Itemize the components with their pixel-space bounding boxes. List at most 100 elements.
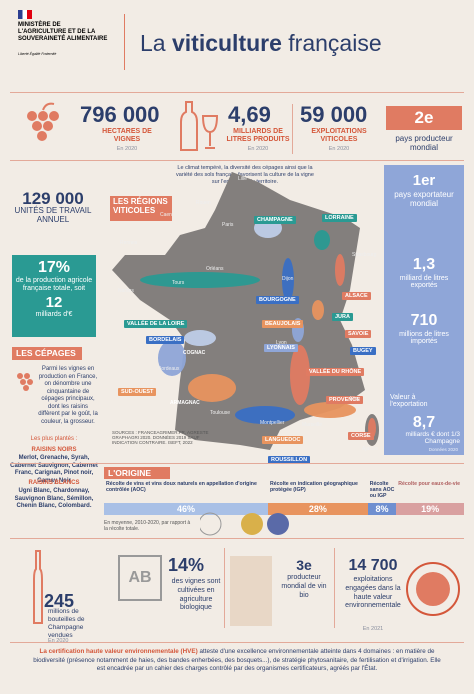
shape xyxy=(188,374,236,402)
shape xyxy=(304,402,356,418)
title-post: française xyxy=(288,30,382,56)
city-label: Nantes xyxy=(118,288,134,294)
stat-note: En 2020 xyxy=(247,146,269,152)
bottom-label: exploitations engagées dans la haute val… xyxy=(345,576,401,610)
divider xyxy=(10,92,464,93)
region-label: JURA xyxy=(332,313,353,321)
shape xyxy=(23,385,29,391)
region-label: SAVOIE xyxy=(345,330,372,338)
map-title: LES RÉGIONS VITICOLES xyxy=(110,196,172,221)
divider xyxy=(124,14,125,70)
rank-box: 2e xyxy=(386,106,462,130)
stat-note: En 2020 xyxy=(328,146,350,152)
city-label: Caen xyxy=(160,212,172,218)
origin-label: Récolte de vins et vins doux naturels en… xyxy=(106,481,257,493)
share-label: de la production agricole française tota… xyxy=(15,277,93,293)
city-label: Toulouse xyxy=(210,410,231,416)
grapes-text: Parmi les vignes en production en France… xyxy=(38,366,98,425)
city-label: Dijon xyxy=(282,276,294,282)
bottom-label: des vignes sont cultivées en agriculture… xyxy=(171,578,221,612)
shape xyxy=(184,330,216,346)
city-label: Montpellier xyxy=(260,420,285,426)
shape xyxy=(27,111,59,141)
shape xyxy=(241,513,263,535)
divider xyxy=(10,160,464,161)
shape xyxy=(27,379,33,385)
region-label: VALLÉE DU RHÔNE xyxy=(306,368,365,376)
city-label: Lille xyxy=(238,176,247,182)
export-box xyxy=(384,165,464,455)
stat-label: HECTARES DE VIGNES xyxy=(102,128,152,143)
share-amount: 12 xyxy=(45,293,63,311)
white-title: RAISINS BLANCS xyxy=(28,480,80,486)
bottom-value: 14% xyxy=(168,555,205,575)
city-label: Rouen xyxy=(196,200,211,206)
shape xyxy=(158,340,186,376)
city-label: Tours xyxy=(172,280,185,286)
title-bold: viticulture xyxy=(171,30,282,56)
section-title: L'ORIGINE xyxy=(104,467,170,479)
city-label: Rennes xyxy=(120,240,138,246)
origin-value: 19% xyxy=(421,504,440,514)
shape xyxy=(20,379,26,385)
city-label: Ajaccio xyxy=(362,446,379,452)
region-label: ROUSSILLON xyxy=(268,456,311,464)
bottom-label: millions de bouteilles de Champagne vend… xyxy=(48,608,85,640)
shape xyxy=(290,345,310,405)
region-label: LYONNAIS xyxy=(264,344,298,352)
rank-label: pays producteur mondial xyxy=(395,134,453,152)
shape xyxy=(38,111,48,121)
most-planted: Les plus plantés : xyxy=(30,436,78,442)
shape xyxy=(32,121,42,131)
cork-icon xyxy=(230,556,272,626)
divider xyxy=(334,548,335,628)
region-label: CORSE xyxy=(348,432,374,440)
region-label: LANGUEDOC xyxy=(262,436,304,444)
region-label: VALLÉE DE LA LOIRE xyxy=(124,320,188,328)
region-label: BORDELAIS xyxy=(146,336,185,344)
rank: 2e xyxy=(414,108,434,127)
black-list: Merlot, Grenache, Syrah, Cabernet Sauvig… xyxy=(10,455,98,484)
shape xyxy=(24,373,30,379)
share-box: 17% de la production agricole française … xyxy=(12,255,96,337)
shape xyxy=(416,572,450,606)
champagne-icon xyxy=(33,550,43,624)
origin-value: 46% xyxy=(176,504,195,514)
shape xyxy=(200,512,222,536)
city-label: Lyon xyxy=(276,340,287,346)
shape xyxy=(49,111,59,121)
shape xyxy=(42,102,55,111)
shape xyxy=(312,300,324,320)
value-amount: 8,7 xyxy=(412,414,436,431)
region-label: SUD-OUEST xyxy=(118,388,157,396)
shape xyxy=(27,111,37,121)
shape xyxy=(235,406,295,424)
region-label: LORRAINE xyxy=(322,214,357,222)
stat-value: 796 000 xyxy=(80,102,160,127)
labels-icons xyxy=(200,512,289,536)
imported-value: 710 xyxy=(410,312,438,329)
shape xyxy=(33,550,43,624)
region-label: BEAUJOLAIS xyxy=(262,320,304,328)
origin-label: Récolte pour eaux-de-vie xyxy=(398,481,460,487)
stat-label: MILLIARDS DE LITRES PRODUITS xyxy=(226,128,290,143)
city-label: Paris xyxy=(222,222,234,228)
shape xyxy=(335,254,345,286)
footer: La certification haute valeur environnem… xyxy=(30,648,444,674)
motto: Liberté Égalité Fraternité xyxy=(18,52,57,56)
title-pre: La xyxy=(140,30,166,56)
bottom-value: 245 xyxy=(43,591,75,611)
city-label: Orléans xyxy=(206,266,224,272)
shape xyxy=(201,115,219,149)
grape-icon xyxy=(17,373,33,391)
section-title: LES CÉPAGES xyxy=(12,347,82,360)
shape xyxy=(180,101,198,151)
bottom-value: 14 700 xyxy=(348,557,398,574)
export-rank: 1er xyxy=(412,172,436,189)
exported-value: 1,3 xyxy=(412,256,436,273)
shape xyxy=(267,513,289,535)
region-label: ALSACE xyxy=(342,292,371,300)
black-title: RAISINS NOIRS xyxy=(31,447,77,453)
shape xyxy=(17,373,23,379)
